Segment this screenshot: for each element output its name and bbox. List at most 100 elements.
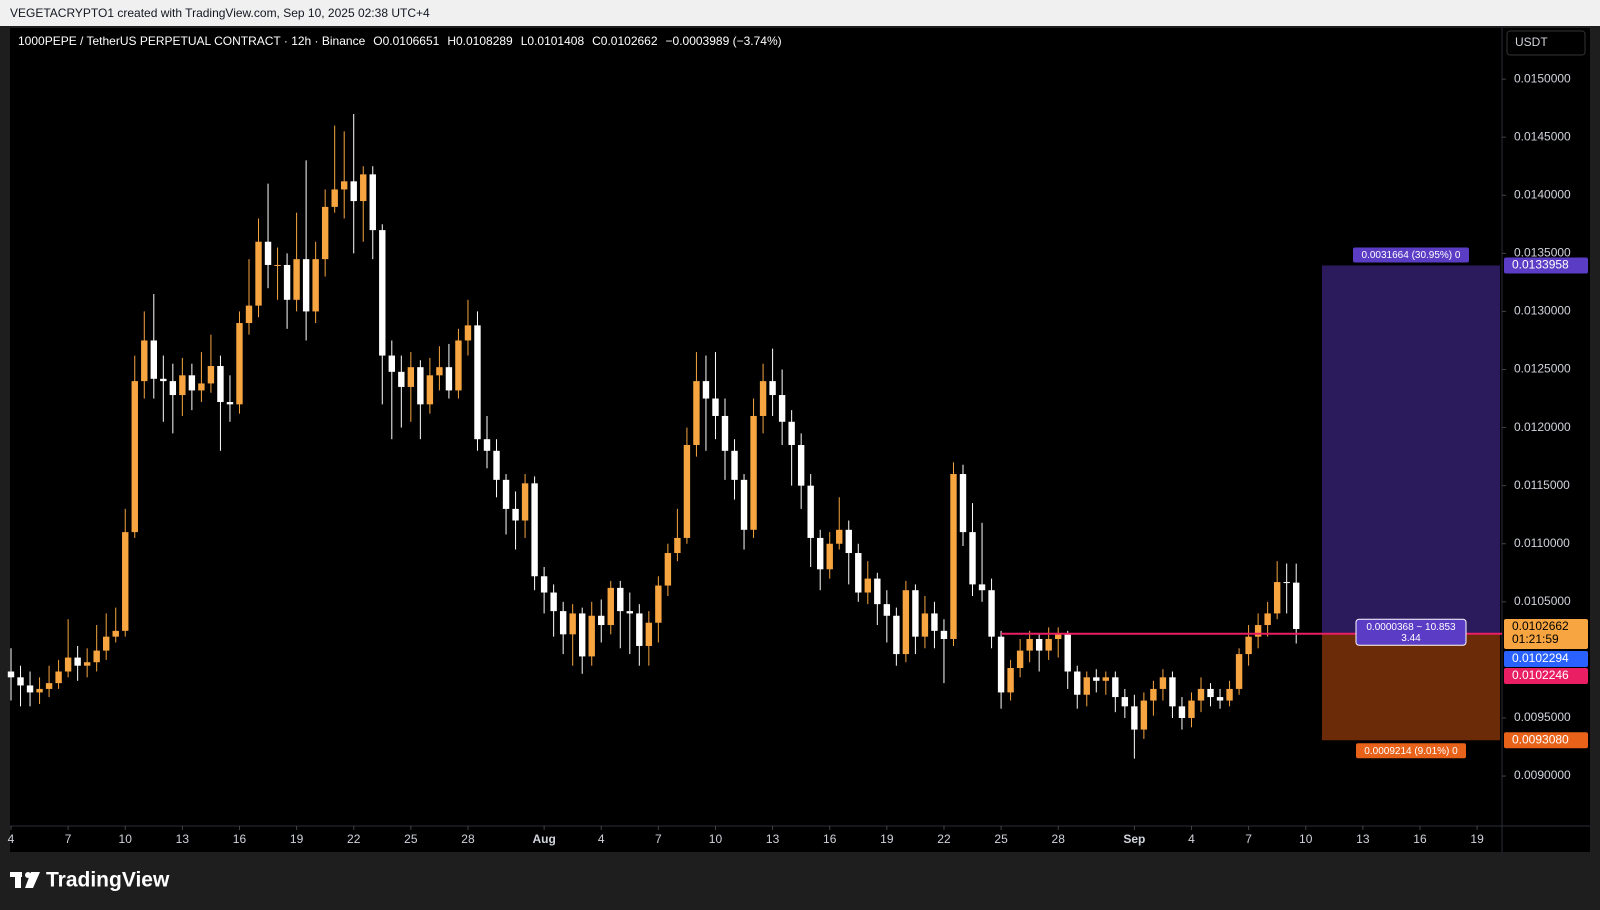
- candle-body: [36, 688, 43, 693]
- candle-body: [379, 230, 386, 356]
- candle-body: [702, 381, 710, 399]
- candle-body: [664, 553, 672, 586]
- alert-price: 0.0102246: [1512, 668, 1569, 682]
- candle-body: [264, 241, 272, 265]
- candle-body: [1083, 677, 1090, 695]
- candle-body: [674, 537, 681, 554]
- y-tick-label: 0.0115000: [1514, 478, 1570, 492]
- candle-body: [150, 340, 157, 379]
- candle-body: [407, 367, 415, 387]
- candle-body: [1245, 636, 1252, 655]
- candle-body: [1197, 688, 1205, 701]
- candle-body: [1178, 706, 1186, 718]
- watermark-bar: [0, 0, 1600, 26]
- candle-body: [1254, 625, 1262, 637]
- candle-body: [902, 590, 910, 655]
- candle-body: [512, 508, 519, 521]
- candle-body: [683, 445, 691, 538]
- candle-body: [731, 450, 738, 480]
- entry-price-box: [1504, 650, 1588, 667]
- stop-price-box: [1504, 732, 1588, 749]
- candle-body: [1026, 638, 1033, 651]
- candle-body: [1216, 697, 1224, 701]
- x-tick-label: 16: [1413, 832, 1427, 846]
- candle-body: [1293, 582, 1300, 629]
- candle-body: [978, 584, 986, 591]
- candle-body: [1188, 700, 1195, 718]
- candle-body: [217, 366, 224, 403]
- candle-body: [1169, 677, 1176, 707]
- candle-body: [398, 371, 405, 387]
- candle-body: [921, 613, 929, 637]
- watermark: VEGETACRYPTO1 created with TradingView.c…: [10, 6, 430, 20]
- x-tick-label: Sep: [1123, 832, 1145, 846]
- logo-part: [15, 872, 21, 888]
- candle-body: [169, 381, 177, 396]
- x-tick-label: 7: [65, 832, 72, 846]
- countdown: 01:21:59: [1512, 632, 1559, 646]
- y-tick-label: 0.0145000: [1514, 129, 1571, 143]
- candle-body: [750, 415, 757, 530]
- candle-body: [55, 671, 62, 684]
- candle-body: [521, 483, 529, 521]
- stop-label-box: [1356, 743, 1466, 759]
- candle-body: [740, 479, 748, 530]
- x-tick-label: 4: [1188, 832, 1195, 846]
- candle-body: [1035, 638, 1043, 651]
- candle-body: [283, 264, 291, 300]
- candle-body: [531, 483, 538, 577]
- x-tick-label: 10: [1299, 832, 1313, 846]
- candle-body: [341, 181, 348, 190]
- candle-body: [845, 529, 852, 554]
- candle-body: [874, 578, 881, 605]
- candle-body: [759, 381, 767, 416]
- ohlc-value: C0.0102662: [592, 34, 658, 48]
- candle-body: [226, 402, 234, 405]
- candle-body: [483, 439, 491, 451]
- y-tick-label: 0.0125000: [1514, 362, 1571, 376]
- candle-body: [245, 305, 253, 324]
- candle-body: [940, 630, 948, 639]
- candle-body: [1007, 668, 1014, 693]
- candle-body: [769, 381, 776, 396]
- candle-body: [179, 375, 186, 396]
- candle-body: [559, 611, 567, 635]
- candle-body: [788, 421, 795, 446]
- last-price: 0.0102662: [1512, 619, 1569, 633]
- candle-body: [83, 662, 91, 666]
- y-tick-label: 0.0090000: [1514, 768, 1571, 782]
- candle-body: [569, 613, 576, 635]
- entry-label-box: [1355, 618, 1467, 646]
- candle-body: [7, 671, 15, 678]
- candle-body: [1207, 688, 1214, 698]
- candle-body: [493, 450, 500, 480]
- candle-body: [1283, 582, 1290, 584]
- candle-body: [721, 415, 729, 451]
- candle-body: [360, 174, 367, 202]
- x-tick-label: 19: [290, 832, 304, 846]
- candle-body: [1131, 706, 1138, 730]
- symbol: 1000PEPE / TetherUS PERPETUAL CONTRACT ·…: [18, 34, 366, 48]
- y-tick-label: 0.0150000: [1514, 71, 1571, 85]
- candle-body: [188, 375, 196, 391]
- currency-box[interactable]: [1506, 30, 1586, 56]
- candle-body: [540, 576, 548, 593]
- candle-body: [141, 340, 148, 382]
- candle-body: [931, 613, 938, 631]
- candle-body: [1102, 677, 1109, 681]
- candle-body: [1159, 677, 1167, 689]
- candle-body: [1093, 677, 1100, 681]
- candle-body: [1074, 671, 1081, 695]
- candle-body: [1140, 700, 1148, 730]
- candle-body: [655, 585, 662, 623]
- candle-body: [17, 677, 24, 686]
- candle-body: [826, 543, 833, 570]
- candle-body: [1045, 638, 1052, 651]
- candle-body: [1016, 650, 1024, 669]
- currency[interactable]: USDT: [1515, 35, 1548, 49]
- candle-body: [45, 683, 53, 689]
- x-tick-label: 19: [880, 832, 894, 846]
- candle-body: [579, 613, 586, 657]
- x-tick-label: 28: [461, 832, 475, 846]
